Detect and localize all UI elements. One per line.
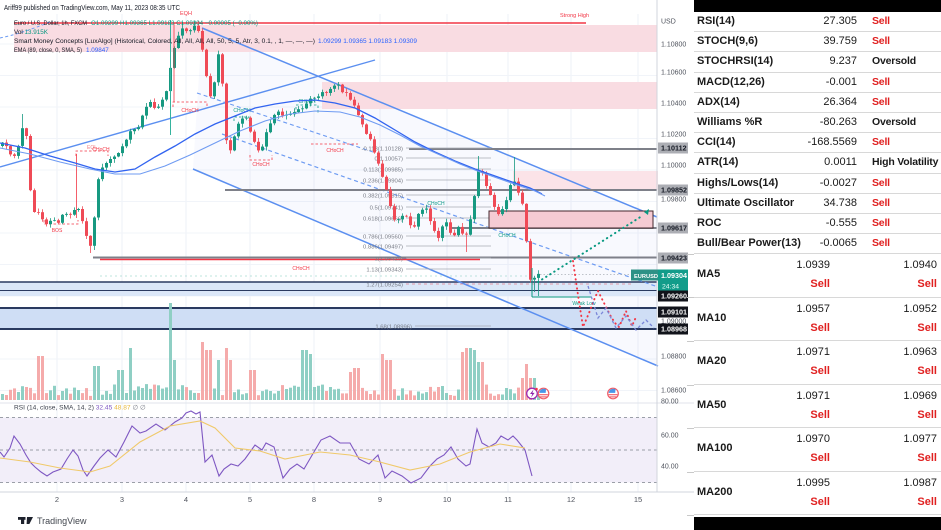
svg-text:CHoCH: CHoCH [233,108,251,114]
svg-text:10: 10 [443,495,451,504]
svg-text:40.00: 40.00 [661,464,679,471]
svg-text:1.09299 1.09365 1.09183 1.0: 1.09299 1.09365 1.09183 1.09309 [318,38,418,45]
svg-text:1.09800: 1.09800 [661,197,686,204]
svg-text:1.68(1.08996): 1.68(1.08996) [375,325,412,331]
svg-text:60.00: 60.00 [661,433,679,440]
svg-text:5: 5 [248,495,252,504]
svg-text:CHoCH: CHoCH [298,99,316,105]
svg-text:1.09101: 1.09101 [661,308,687,317]
svg-text:4: 4 [184,495,188,504]
svg-text:1.08600: 1.08600 [661,388,686,395]
svg-text:1.10600: 1.10600 [661,70,686,77]
svg-text:CHoCH: CHoCH [181,108,199,114]
svg-text:8: 8 [312,495,316,504]
svg-text:0.786(1.09560): 0.786(1.09560) [363,235,403,241]
svg-text:1(1.09425): 1(1.09425) [375,257,404,263]
svg-text:12: 12 [567,495,575,504]
svg-text:0.236(1.09904): 0.236(1.09904) [363,179,403,185]
svg-text:EQH: EQH [180,11,192,17]
svg-text:Weak Low: Weak Low [572,301,596,307]
svg-text:O1.09299 H1.09365 L1.09183: O1.09299 H1.09365 L1.09183 C1.09304 −0.0… [91,20,258,27]
svg-text:15: 15 [634,495,642,504]
svg-text:0.382(1.09815): 0.382(1.09815) [363,194,403,200]
svg-text:1.10200: 1.10200 [661,132,686,139]
svg-text:Vol 13.915K: Vol 13.915K [14,29,49,36]
svg-text:24:34: 24:34 [662,284,679,291]
svg-text:Euro / U.S. Dollar, 1h, FXCM: Euro / U.S. Dollar, 1h, FXCM [14,20,87,27]
svg-text:1.09617: 1.09617 [661,224,687,233]
svg-text:1.10112: 1.10112 [661,144,687,153]
svg-text:USD: USD [661,19,676,26]
svg-text:CHoCH: CHoCH [292,266,310,272]
svg-text:BOS: BOS [52,228,63,234]
svg-text:Strong High: Strong High [560,13,589,19]
svg-text:CHoCH: CHoCH [252,162,270,168]
svg-text:CHoCH: CHoCH [498,233,516,239]
svg-text:1.27(1.09254): 1.27(1.09254) [366,283,403,289]
svg-text:1.09260: 1.09260 [661,292,687,301]
svg-text:11: 11 [504,495,512,504]
svg-text:1.10400: 1.10400 [661,101,686,108]
svg-text:1.09423: 1.09423 [661,254,687,263]
svg-text:3: 3 [120,495,124,504]
svg-text:RSI (14, close, SMA, 14, 2) 32: RSI (14, close, SMA, 14, 2) 32.45 48.87 … [14,405,146,412]
svg-text:1.09000: 1.09000 [661,319,686,326]
svg-text:EQL: EQL [87,145,97,151]
svg-text:80.00: 80.00 [661,399,679,406]
svg-text:1.09847: 1.09847 [86,47,109,54]
svg-text:EMA (89, close, 0, SMA, 5): EMA (89, close, 0, SMA, 5) [14,47,82,54]
svg-text:1.10800: 1.10800 [661,42,686,49]
svg-text:2: 2 [55,495,59,504]
svg-text:CHoCH: CHoCH [92,147,110,153]
svg-text:1.10000: 1.10000 [661,163,686,170]
svg-text:0.5(1.09741): 0.5(1.09741) [370,206,403,212]
svg-text:1.09304: 1.09304 [661,271,687,280]
svg-text:Smart Money Concepts [LuxAlgo]: Smart Money Concepts [LuxAlgo] (Historic… [14,38,315,45]
svg-text:1.09852: 1.09852 [661,186,687,195]
svg-text:1.13(1.09343): 1.13(1.09343) [366,268,403,274]
svg-text:EURUSD: EURUSD [634,274,658,280]
svg-text:9: 9 [378,495,382,504]
svg-text:1.08800: 1.08800 [661,354,686,361]
svg-text:-0.113(1.10128): -0.113(1.10128) [362,147,404,153]
svg-text:0.618(1.09666): 0.618(1.09666) [363,217,403,223]
svg-text:CHoCH: CHoCH [427,201,445,207]
svg-text:0(1.10057): 0(1.10057) [375,157,404,163]
svg-text:CHoCH: CHoCH [326,148,344,154]
svg-text:Ariff99 published on TradingVi: Ariff99 published on TradingView.com, Ma… [4,5,180,12]
svg-text:0.886(1.09497): 0.886(1.09497) [363,245,403,251]
svg-text:1.08968: 1.08968 [661,325,687,334]
svg-text:TradingView: TradingView [37,516,87,526]
